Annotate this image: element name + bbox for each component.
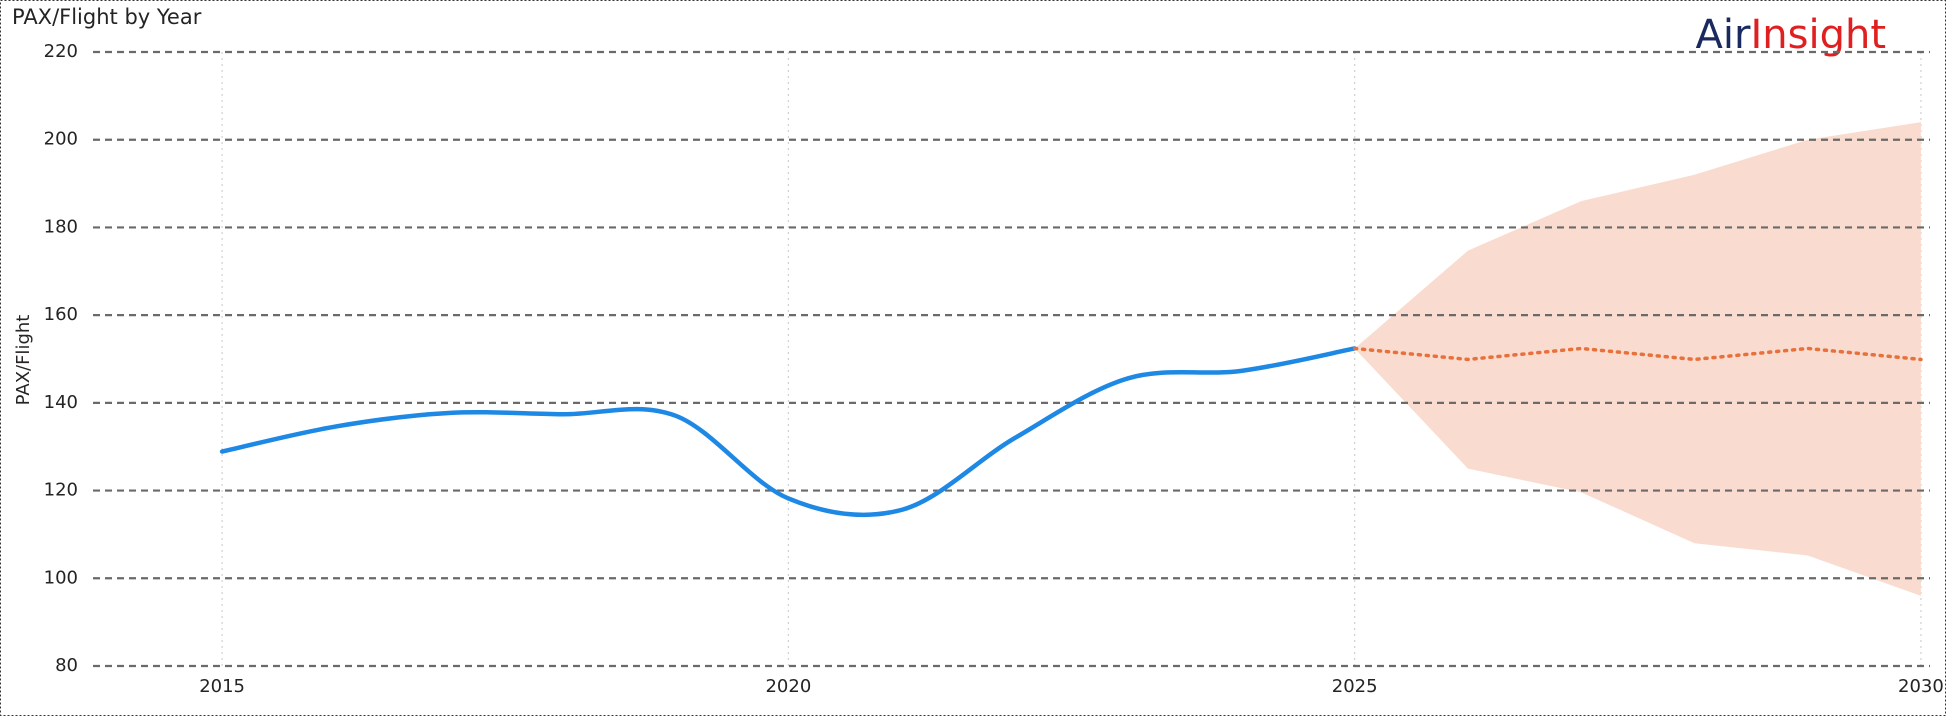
y-tick-label: 80: [55, 655, 78, 676]
logo: AirInsight: [1696, 12, 1886, 58]
x-tick-label: 2030: [1898, 676, 1944, 697]
data-line: [219, 346, 1357, 518]
chart-title: PAX/Flight by Year: [12, 5, 202, 29]
y-tick-label: 220: [44, 41, 78, 62]
y-axis-label: PAX/Flight: [13, 315, 34, 406]
y-tick-label: 200: [44, 129, 78, 150]
logo-part: Insight: [1750, 12, 1886, 58]
y-tick-label: 180: [44, 216, 78, 237]
forecast-line: [1352, 346, 1923, 362]
forecast-band: [1354, 122, 1921, 596]
x-tick-label: 2025: [1332, 676, 1378, 697]
x-tick-label: 2020: [765, 676, 811, 697]
x-tick-label: 2015: [199, 676, 245, 697]
y-tick-label: 100: [44, 567, 78, 588]
logo-part: Air: [1696, 12, 1751, 58]
y-tick-label: 160: [44, 304, 78, 325]
y-tick-label: 140: [44, 392, 78, 413]
y-tick-label: 120: [44, 480, 78, 501]
